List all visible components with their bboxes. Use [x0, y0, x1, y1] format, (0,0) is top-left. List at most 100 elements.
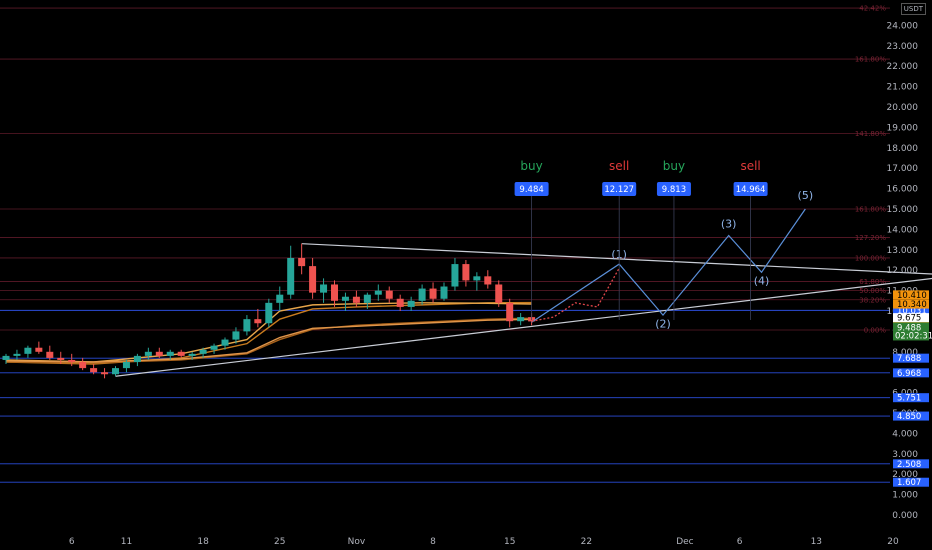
fib-level-label: 0.00%: [864, 326, 887, 334]
signal-tag-value: 9.813: [662, 185, 686, 195]
candle-body: [352, 296, 360, 303]
candle: [254, 308, 262, 328]
y-tick-label: 1.000: [892, 491, 918, 501]
signal-tag-bg: [656, 182, 691, 196]
ma-price-tag[interactable]: 10.410: [893, 290, 929, 301]
support-price-tag[interactable]: 7.688: [893, 353, 929, 365]
bar-countdown: 02:02:31: [895, 331, 932, 341]
support-price-tag-text: 1.607: [897, 478, 921, 488]
ma-price-tag-bg: [893, 299, 929, 309]
signal-price-tag[interactable]: 12.127: [602, 182, 637, 196]
support-price-tag-bg: [893, 393, 929, 403]
candle-body: [440, 286, 448, 299]
current-price-bg: [893, 322, 929, 341]
candle-body: [451, 264, 459, 287]
elliott-wave-path: [531, 208, 806, 323]
candle-body: [46, 351, 54, 358]
support-price-tag-bg: [893, 477, 929, 487]
fib-level-label: 161.80%: [855, 56, 886, 64]
y-tick-label: 13.000: [887, 246, 919, 256]
fib-level-label: 141.80%: [855, 130, 886, 138]
signal-tag-bg: [602, 182, 637, 196]
candle: [133, 353, 141, 367]
candle: [320, 278, 328, 303]
fib-level-label: 50.00%: [859, 287, 886, 295]
wave-label: (3): [721, 217, 737, 230]
candle: [418, 284, 426, 305]
signal-price-tag[interactable]: 9.484: [514, 182, 549, 196]
candle: [396, 294, 404, 311]
candle-body: [35, 347, 43, 352]
support-price-tag[interactable]: 10.031: [893, 305, 929, 317]
x-tick-label: 15: [504, 537, 515, 547]
candle: [331, 280, 338, 307]
candle: [2, 353, 10, 365]
signal-price-tag[interactable]: 14.964: [733, 182, 768, 196]
candle: [287, 245, 295, 299]
ma-price-tag-text: 10.340: [897, 300, 927, 310]
candle: [473, 272, 481, 291]
signal-price-tag[interactable]: 9.813: [656, 182, 691, 196]
current-price-value: 9.488: [897, 323, 921, 333]
candle: [101, 368, 109, 379]
last-close-tag[interactable]: 9.675: [893, 313, 929, 324]
ma-price-tag[interactable]: 10.340: [893, 299, 929, 311]
y-tick-label: 20.000: [887, 103, 919, 113]
candle: [122, 359, 130, 373]
x-tick-label: 20: [887, 537, 899, 547]
signals: buy 9.484 sell 12.127 buy 9.813 sell 14.964: [514, 159, 768, 320]
price-axis: 0.0001.0002.0003.0004.0005.0006.0007.000…: [887, 21, 919, 521]
currency-badge[interactable]: USDT: [900, 3, 926, 15]
support-price-tag-text: 7.688: [897, 354, 921, 364]
support-price-tag-text: 5.751: [897, 394, 921, 404]
candle: [68, 353, 76, 367]
signal-tag-value: 14.964: [736, 185, 766, 195]
support-price-tag-bg: [893, 411, 929, 421]
candle-body: [90, 368, 98, 373]
support-price-tag[interactable]: 5.751: [893, 393, 929, 404]
horizontal-levels: [0, 309, 890, 483]
candle-body: [188, 353, 196, 356]
y-tick-label: 2.000: [892, 470, 918, 480]
x-tick-label: 13: [811, 537, 822, 547]
support-price-tag[interactable]: 2.508: [893, 459, 929, 470]
candle-body: [144, 351, 152, 356]
signal-tag-value: 9.484: [519, 185, 543, 195]
y-tick-label: 21.000: [887, 83, 919, 93]
candle-body: [101, 372, 109, 375]
fib-level-label: 61.80%: [859, 278, 886, 286]
x-tick-label: Nov: [348, 537, 366, 547]
support-price-tag[interactable]: 4.850: [893, 411, 929, 423]
candle: [407, 296, 415, 311]
candle: [429, 282, 437, 303]
candle: [90, 364, 98, 375]
fib-level-label: 100.00%: [855, 254, 886, 262]
candle-body: [254, 319, 262, 324]
candle-body: [199, 349, 207, 354]
x-tick-label: 18: [197, 537, 209, 547]
support-price-tag[interactable]: 6.968: [893, 368, 929, 379]
candle: [495, 280, 503, 307]
support-price-tag-text: 2.508: [897, 460, 921, 470]
candle-body: [221, 339, 229, 346]
x-tick-label: 25: [274, 537, 285, 547]
candle-body: [418, 288, 426, 301]
fib-level-label: 38.20%: [859, 296, 886, 304]
candle: [276, 286, 284, 311]
y-tick-label: 23.000: [887, 42, 919, 52]
support-price-tag[interactable]: 1.607: [893, 477, 929, 489]
candle: [309, 257, 317, 299]
candle: [57, 351, 65, 365]
candle-body: [484, 276, 492, 285]
triangle-upper-line: [301, 243, 932, 275]
candle-body: [57, 357, 65, 360]
candle-body: [396, 298, 404, 307]
x-tick-label: 6: [737, 537, 743, 547]
candle-body: [473, 276, 481, 281]
candle: [374, 284, 382, 301]
time-axis: 6 11 18 25 Nov 8 15 22 Dec 6 13 20: [69, 537, 899, 547]
candle: [210, 343, 218, 354]
